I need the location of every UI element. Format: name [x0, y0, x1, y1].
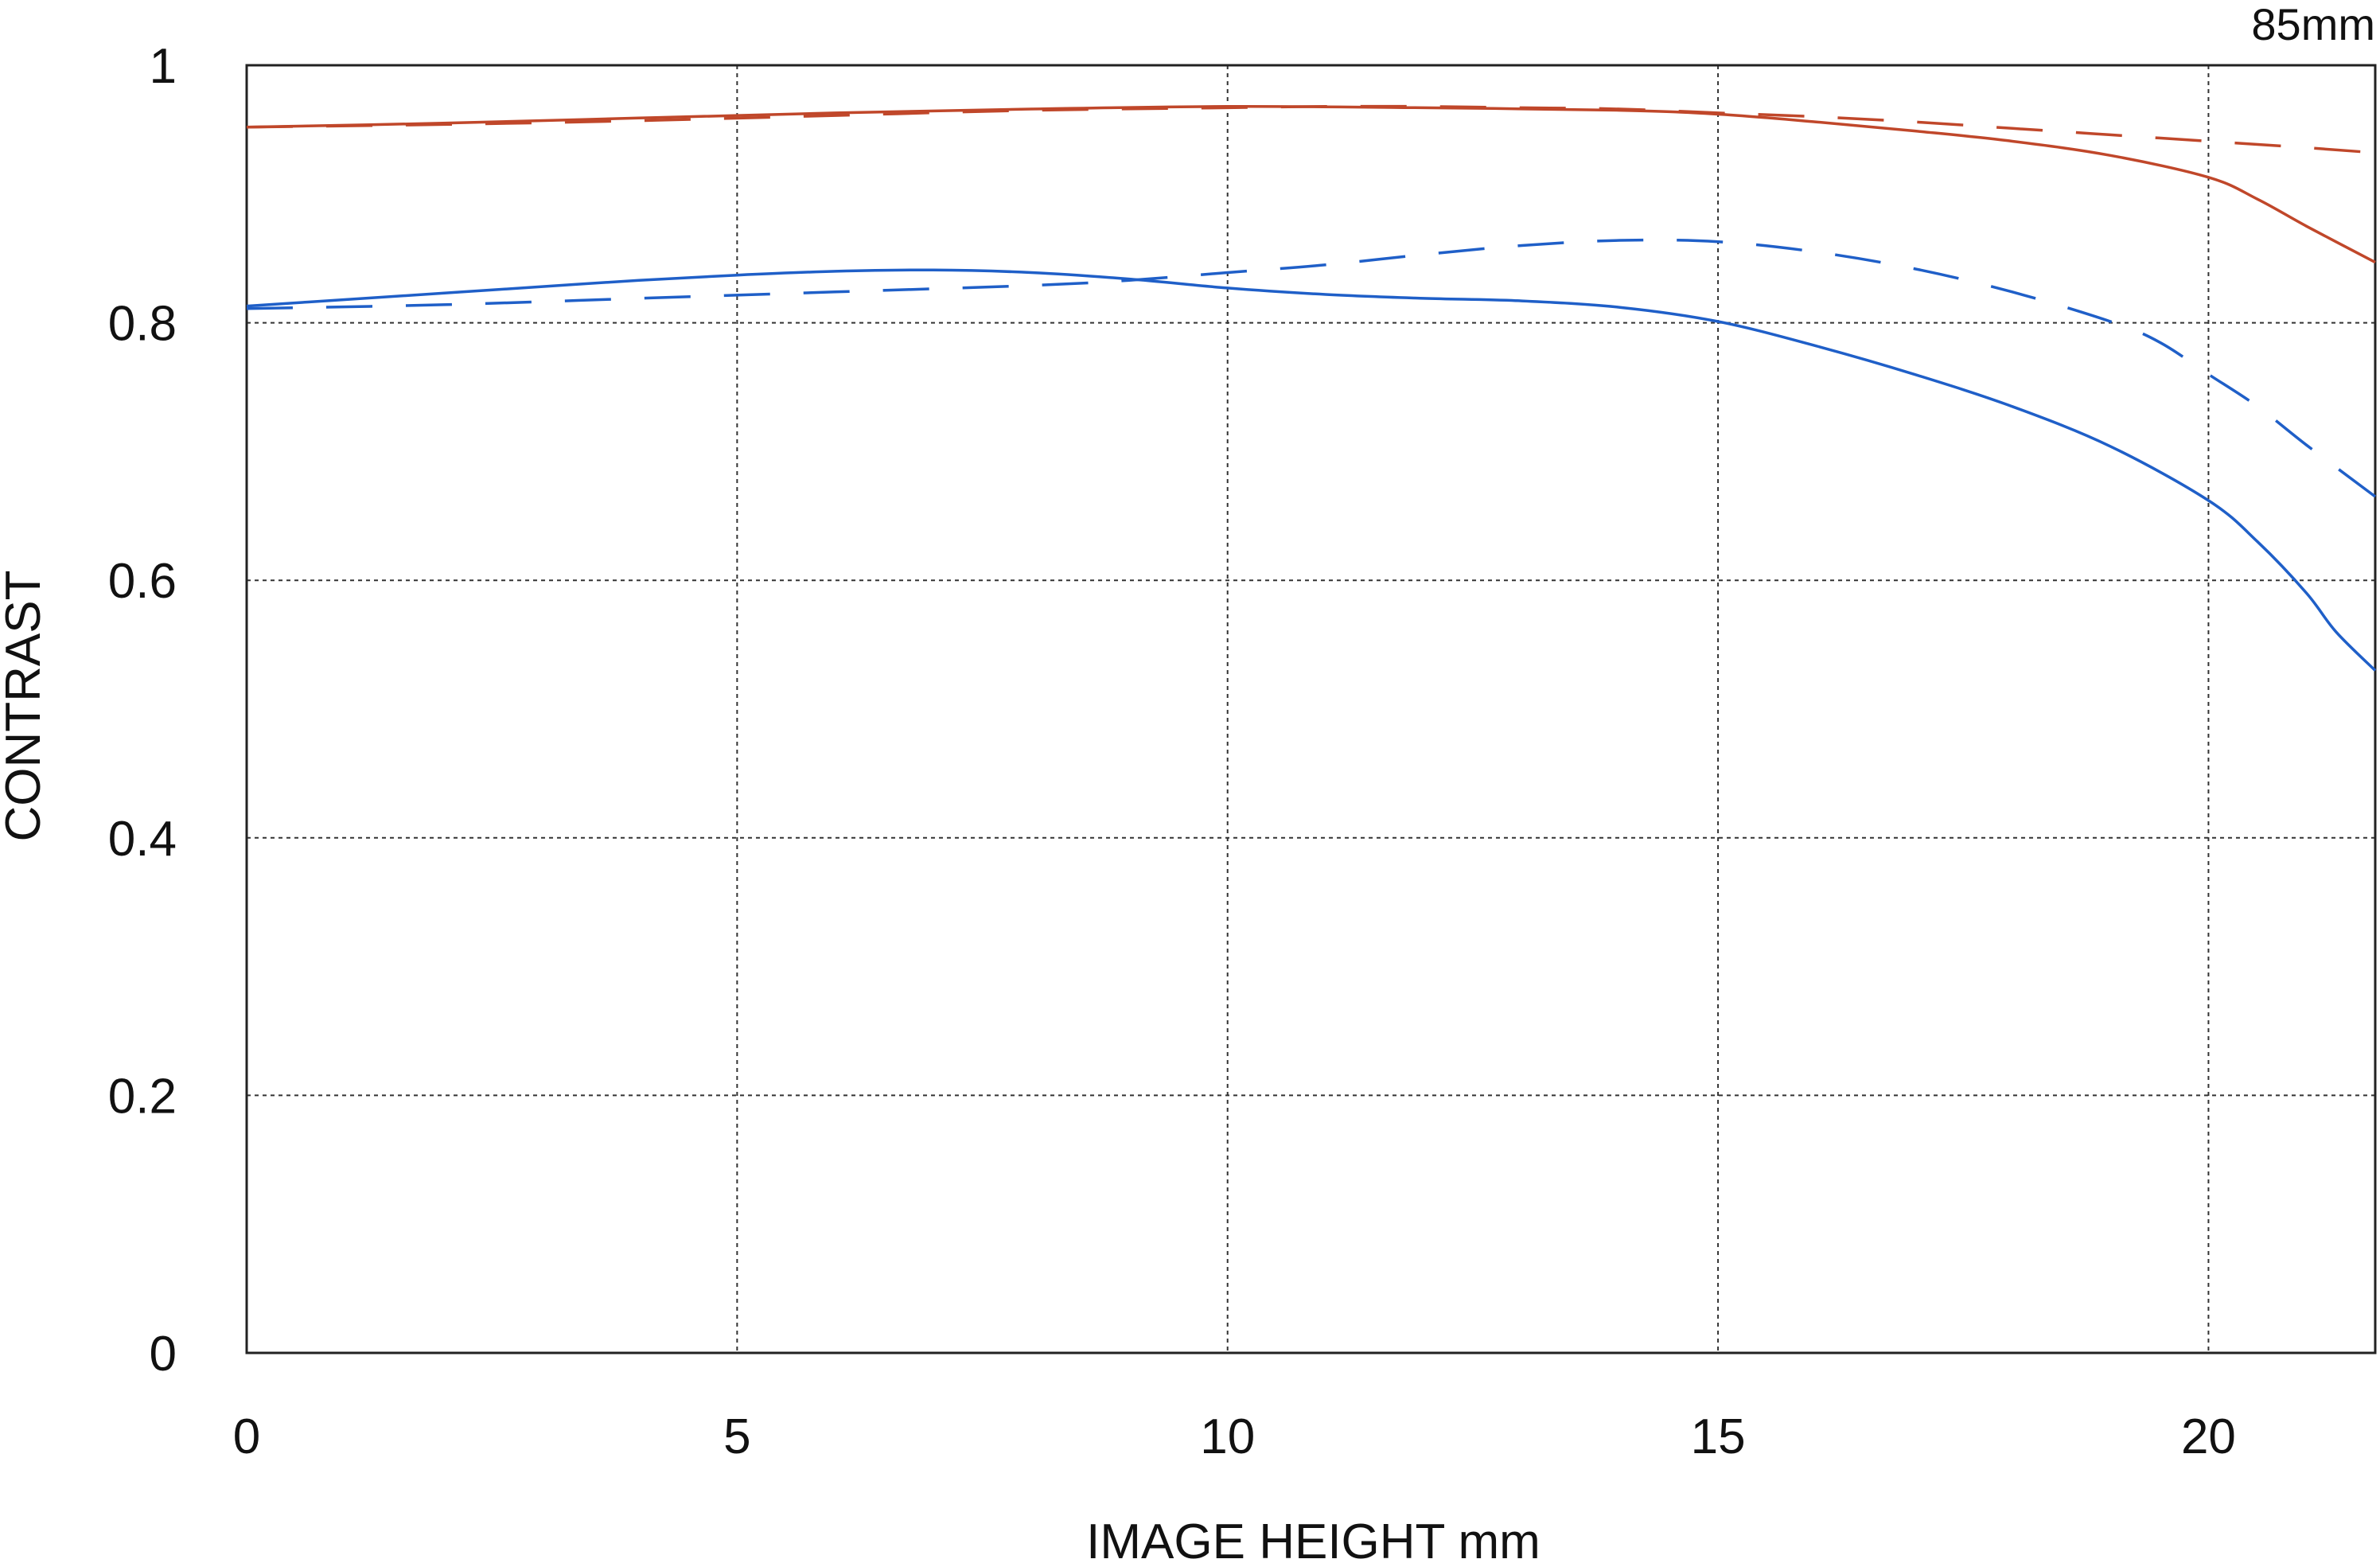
y-tick-label: 0.8 [108, 297, 177, 352]
x-tick-label: 0 [233, 1409, 260, 1464]
x-tick-labels: 0 5 10 15 20 [233, 1409, 2236, 1464]
y-tick-label: 1 [150, 39, 177, 94]
y-tick-label: 0 [150, 1327, 177, 1382]
x-axis-title: IMAGE HEIGHT mm [1086, 1514, 1541, 1563]
red-solid-series-line [246, 104, 2376, 264]
red-dashed-series-line [246, 104, 2376, 154]
grid [247, 65, 2375, 1353]
y-axis-title: CONTRAST [0, 571, 51, 842]
blue-dashed-series-line [246, 238, 2377, 498]
plot-area-frame [245, 64, 2377, 1354]
x-tick-label: 10 [1200, 1409, 1255, 1464]
blue-solid-series-line [246, 268, 2377, 672]
y-tick-labels: 0 0.2 0.4 0.6 0.8 1 [108, 39, 177, 1382]
y-tick-label: 0.2 [108, 1069, 177, 1124]
x-tick-label: 15 [1691, 1409, 1746, 1464]
x-tick-label: 5 [723, 1409, 750, 1464]
y-tick-label: 0.4 [108, 812, 177, 867]
focal-length-label: 85mm [2251, 0, 2375, 49]
series-group [246, 104, 2377, 672]
y-tick-label: 0.6 [108, 554, 177, 609]
x-tick-label: 20 [2181, 1409, 2236, 1464]
